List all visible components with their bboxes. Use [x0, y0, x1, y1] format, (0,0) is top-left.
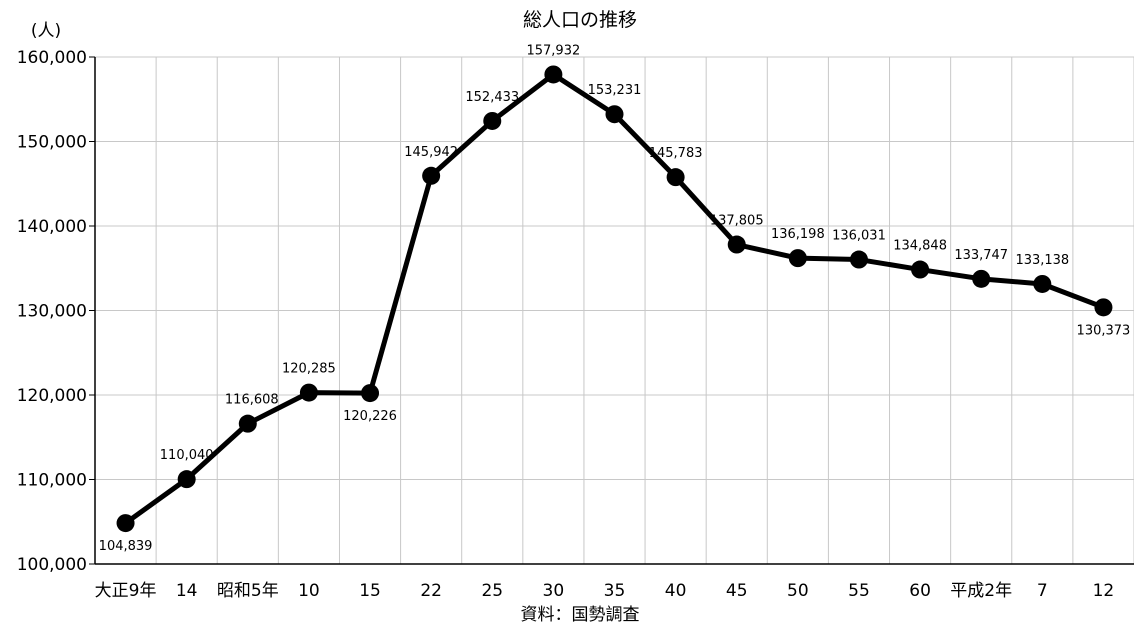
- x-tick-label: 昭和5年: [217, 581, 279, 601]
- data-point: [299, 383, 318, 402]
- data-label: 120,226: [343, 409, 397, 424]
- data-label: 120,285: [282, 362, 336, 377]
- data-label: 134,848: [893, 239, 947, 254]
- data-point: [727, 235, 746, 254]
- grid-layer: [95, 56, 1134, 564]
- data-label: 152,433: [465, 90, 519, 105]
- data-labels: 104,839 110,040 116,608 120,285 120,226 145,9…: [99, 43, 1131, 554]
- source-caption: 資料：国勢調査: [521, 605, 640, 625]
- x-tick-label: 10: [298, 581, 320, 601]
- x-tick-label: 40: [665, 581, 687, 601]
- y-tick-label: 120,000: [17, 386, 87, 406]
- data-point: [666, 168, 685, 187]
- data-point: [238, 414, 257, 433]
- data-label: 104,839: [99, 539, 153, 554]
- data-point: [788, 249, 807, 268]
- data-label: 157,932: [526, 43, 580, 58]
- data-label: 133,138: [1015, 253, 1069, 268]
- x-tick-label: 大正9年: [95, 581, 157, 601]
- y-tick-label: 140,000: [17, 217, 87, 237]
- x-tick-label: 25: [481, 581, 503, 601]
- y-tick-label: 100,000: [17, 555, 87, 575]
- x-tick-label: 45: [726, 581, 748, 601]
- y-tick-label: 150,000: [17, 133, 87, 153]
- x-tick-labels: 大正9年 14 昭和5年 10 15 22 25 30 35 40 45 50 55 60 平成2年 7 12: [95, 581, 1115, 601]
- data-point: [1094, 298, 1113, 317]
- x-tick-label: 14: [176, 581, 198, 601]
- axis-layer: [89, 56, 1134, 565]
- x-tick-label: 35: [604, 581, 626, 601]
- x-tick-label: 平成2年: [950, 581, 1012, 601]
- x-tick-label: 60: [909, 581, 931, 601]
- x-tick-label: 22: [420, 581, 442, 601]
- data-point: [972, 269, 991, 288]
- data-point: [605, 105, 624, 124]
- x-tick-label: 12: [1093, 581, 1115, 601]
- data-label: 133,747: [954, 248, 1008, 263]
- series-layer: [116, 65, 1113, 533]
- data-point: [483, 111, 502, 130]
- x-tick-label: 7: [1037, 581, 1048, 601]
- data-point: [849, 250, 868, 269]
- x-tick-label: 55: [848, 581, 870, 601]
- data-point: [116, 514, 135, 533]
- y-tick-label: 130,000: [17, 302, 87, 322]
- data-label: 130,373: [1077, 323, 1131, 338]
- data-label: 110,040: [160, 448, 214, 463]
- data-label: 116,608: [225, 393, 279, 408]
- data-point: [177, 470, 196, 489]
- data-point: [544, 65, 563, 84]
- data-point: [1033, 274, 1052, 293]
- chart-title: 総人口の推移: [523, 9, 637, 31]
- data-label: 153,231: [588, 83, 642, 98]
- y-tick-label: 160,000: [17, 48, 87, 68]
- y-axis-unit-label: (人): [31, 21, 61, 41]
- y-tick-labels: 100,000 110,000 120,000 130,000 140,000 150,0…: [17, 48, 87, 575]
- data-label: 136,031: [832, 229, 886, 244]
- data-label: 136,198: [771, 227, 825, 242]
- data-label: 145,783: [649, 146, 703, 161]
- data-label: 137,805: [710, 214, 764, 229]
- data-point: [911, 260, 930, 279]
- y-tick-label: 110,000: [17, 471, 87, 491]
- x-tick-label: 50: [787, 581, 809, 601]
- x-tick-label: 15: [359, 581, 381, 601]
- data-label: 145,942: [404, 145, 458, 160]
- x-tick-label: 30: [543, 581, 565, 601]
- data-point: [422, 166, 441, 185]
- data-point: [361, 384, 380, 403]
